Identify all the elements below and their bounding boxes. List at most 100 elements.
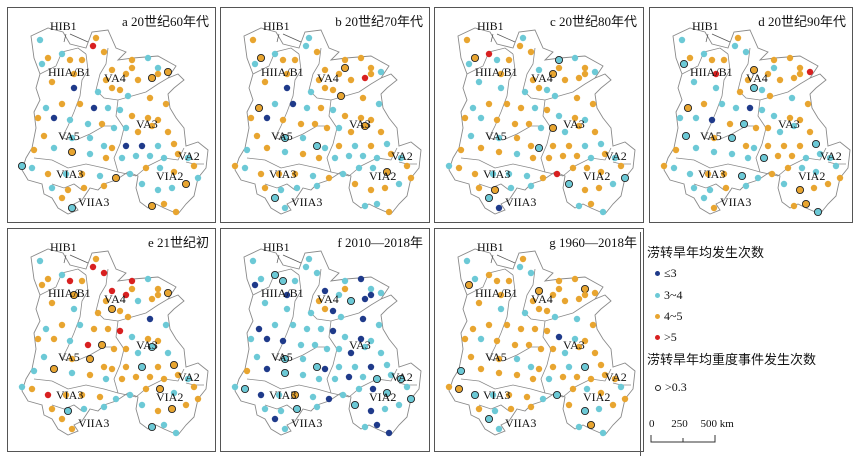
region-label: VA3 bbox=[136, 117, 158, 131]
region-outline bbox=[234, 248, 422, 436]
station-3-4 bbox=[383, 361, 391, 369]
station-3-4 bbox=[475, 78, 483, 86]
station-3-4 bbox=[731, 42, 739, 50]
station-3-4 bbox=[710, 148, 718, 156]
station-4-5 bbox=[493, 337, 501, 345]
station-4-5 bbox=[108, 144, 116, 152]
panel-title: c 20世纪80年代 bbox=[549, 14, 637, 29]
station-3-4 bbox=[361, 423, 369, 431]
legend-label: >5 bbox=[664, 330, 677, 344]
station-4-5-severe bbox=[147, 201, 157, 211]
station-4-5 bbox=[796, 116, 804, 124]
zone-boundary bbox=[326, 320, 338, 394]
station-4-5 bbox=[780, 142, 788, 150]
station-4-5 bbox=[517, 325, 525, 333]
station-3-4-severe bbox=[552, 390, 562, 400]
station-3-4 bbox=[609, 180, 617, 188]
station-3-4 bbox=[543, 86, 551, 94]
station-3-4 bbox=[281, 425, 289, 433]
station-3-4-severe bbox=[312, 362, 322, 372]
station-4-5 bbox=[148, 295, 156, 303]
station-le3 bbox=[361, 295, 369, 303]
station-4-5 bbox=[555, 64, 563, 72]
station-3-4-severe bbox=[350, 400, 360, 410]
station-4-5 bbox=[573, 94, 581, 102]
station-4-5 bbox=[154, 116, 162, 124]
station-4-5 bbox=[190, 162, 198, 170]
station-4-5 bbox=[581, 64, 589, 72]
region-label: VIA2 bbox=[583, 390, 610, 404]
station-le3 bbox=[90, 104, 98, 112]
station-4-5 bbox=[146, 94, 154, 102]
station-4-5 bbox=[170, 140, 178, 148]
station-4-5 bbox=[367, 70, 375, 78]
station-3-4 bbox=[718, 100, 726, 108]
station-3-4 bbox=[678, 36, 686, 44]
region-outline bbox=[21, 27, 209, 215]
station-4-5 bbox=[154, 407, 162, 415]
station-3-4 bbox=[690, 184, 698, 192]
station-3-4 bbox=[58, 271, 66, 279]
region-label: VA2 bbox=[391, 149, 413, 163]
station-4-5 bbox=[357, 54, 365, 62]
station-3-4 bbox=[86, 150, 94, 158]
zone-boundary bbox=[113, 99, 125, 173]
station-3-4 bbox=[513, 150, 521, 158]
station-4-5 bbox=[142, 385, 150, 393]
station-4-5 bbox=[385, 208, 393, 216]
station-le3 bbox=[369, 385, 377, 393]
station-3-4 bbox=[110, 124, 118, 132]
station-4-5 bbox=[561, 76, 569, 84]
station-4-5 bbox=[581, 337, 589, 345]
panel-title: e 21世纪初 bbox=[147, 235, 209, 250]
station-3-4 bbox=[257, 275, 265, 283]
station-3-4 bbox=[62, 170, 70, 178]
station-gt5 bbox=[553, 170, 561, 178]
region-label: HIB1 bbox=[477, 19, 504, 33]
station-4-5 bbox=[513, 134, 521, 142]
station-4-5 bbox=[493, 277, 501, 285]
station-3-4 bbox=[516, 263, 524, 271]
station-3-4 bbox=[571, 54, 579, 62]
station-4-5 bbox=[100, 48, 108, 56]
map-panel-a: HIB1 HIIA/B1 VA4 VA3 VA5 VA2 VIA3 VIA2 VIIA3 a 20… bbox=[7, 7, 216, 223]
zone-boundary bbox=[33, 157, 137, 177]
zone-boundary bbox=[113, 320, 125, 394]
station-4-5 bbox=[154, 70, 162, 78]
station-4-5 bbox=[591, 349, 599, 357]
station-4-5-severe bbox=[155, 384, 165, 394]
zone-boundary bbox=[51, 183, 83, 191]
station-4-5-severe bbox=[181, 179, 191, 189]
station-3-4 bbox=[172, 429, 180, 437]
station-4-5 bbox=[407, 174, 415, 182]
station-4-5 bbox=[529, 375, 537, 383]
station-3-4 bbox=[305, 34, 313, 42]
station-3-4 bbox=[184, 154, 192, 162]
station-4-5 bbox=[561, 297, 569, 305]
station-4-5 bbox=[387, 150, 395, 158]
legend-item-3-4: 3~4 bbox=[655, 288, 683, 303]
station-3-4 bbox=[299, 355, 307, 363]
station-4-5 bbox=[315, 154, 323, 162]
station-4-5 bbox=[720, 56, 728, 64]
station-4-5 bbox=[321, 305, 329, 313]
station-3-4 bbox=[102, 375, 110, 383]
station-3-4 bbox=[489, 170, 497, 178]
region-label: VIA3 bbox=[56, 167, 83, 181]
station-4-5 bbox=[28, 385, 36, 393]
station-4-5 bbox=[529, 76, 537, 84]
station-4-5 bbox=[523, 393, 531, 401]
panel-title: b 20世纪70年代 bbox=[335, 14, 423, 29]
station-4-5 bbox=[44, 54, 52, 62]
station-3-4 bbox=[527, 363, 535, 371]
region-label: VA5 bbox=[58, 350, 80, 364]
station-4-5 bbox=[58, 321, 66, 329]
station-4-5 bbox=[154, 285, 162, 293]
station-3-4 bbox=[521, 309, 529, 317]
station-4-5-severe bbox=[490, 185, 500, 195]
station-le3 bbox=[367, 363, 375, 371]
scale-tick-250: 250 bbox=[671, 418, 688, 430]
station-3-4 bbox=[302, 42, 310, 50]
station-le3 bbox=[146, 315, 154, 323]
map-d: HIB1 HIIA/B1 VA4 VA3 VA5 VA2 VIA3 VIA2 VIIA3 bbox=[660, 19, 851, 217]
